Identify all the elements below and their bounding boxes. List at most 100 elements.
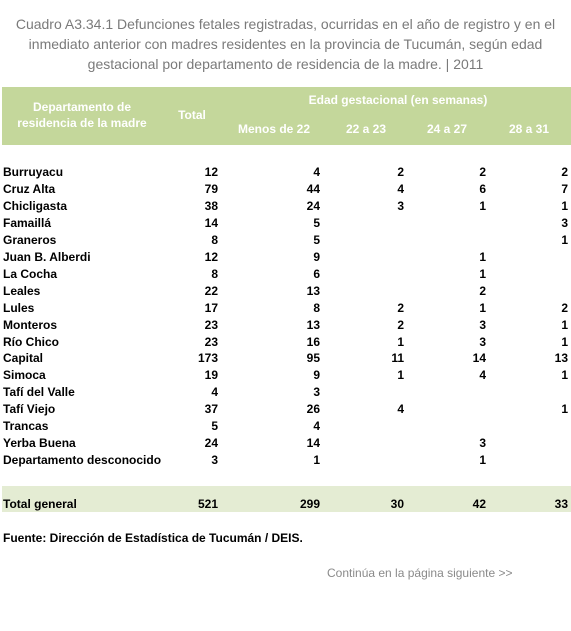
row-label: Chicligasta <box>3 198 68 213</box>
row-value: 24 <box>306 198 320 213</box>
row-value: 5 <box>313 215 320 230</box>
row-value: 16 <box>306 334 320 349</box>
row-value: 44 <box>306 181 320 196</box>
row-value: 1 <box>313 453 320 468</box>
row-label: Departamento desconocido <box>3 453 162 468</box>
row-value: 7 <box>561 181 568 196</box>
row-value: 1 <box>479 453 486 468</box>
row-value: 3 <box>313 385 320 400</box>
row-label: Famaillá <box>3 215 52 230</box>
row-value: 8 <box>211 266 218 281</box>
row-value: 13 <box>306 317 320 332</box>
column-header: 28 a 31 <box>508 122 550 136</box>
row-value: 22 <box>204 283 218 298</box>
row-value: 2 <box>561 300 568 315</box>
total-value: 33 <box>554 497 568 511</box>
row-value: 5 <box>211 419 218 434</box>
row-label: Burruyacu <box>3 165 64 179</box>
row-value: 2 <box>561 165 568 179</box>
row-value: 1 <box>561 334 568 349</box>
total-value: 521 <box>197 497 218 511</box>
row-value: 3 <box>211 453 218 468</box>
row-label: Simoca <box>3 368 46 383</box>
row-label: Juan B. Alberdi <box>3 249 91 264</box>
column-group-header: Edad gestacional (en semanas) <box>308 93 488 107</box>
row-value: 9 <box>313 368 320 383</box>
row-value: 9 <box>313 249 320 264</box>
row-value: 79 <box>204 181 218 196</box>
row-label: Cruz Alta <box>3 181 56 196</box>
total-value: 299 <box>299 497 320 511</box>
row-value: 1 <box>561 402 568 417</box>
row-value: 3 <box>561 215 568 230</box>
row-value: 2 <box>479 165 486 179</box>
row-label: Yerba Buena <box>3 436 76 451</box>
row-value: 1 <box>479 300 486 315</box>
row-value: 3 <box>479 436 486 451</box>
row-value: 1 <box>561 232 568 247</box>
total-row <box>2 486 571 512</box>
row-value: 8 <box>313 300 320 315</box>
row-value: 12 <box>204 165 218 179</box>
row-value: 13 <box>306 283 320 298</box>
row-value: 3 <box>397 198 404 213</box>
title: Cuadro A3.34.1 Defunciones fetales regis… <box>15 16 556 72</box>
row-value: 1 <box>479 249 486 264</box>
row-value: 23 <box>204 317 218 332</box>
row-value: 95 <box>306 351 320 366</box>
row-value: 3 <box>479 334 486 349</box>
row-value: 1 <box>561 198 568 213</box>
row-value: 23 <box>204 334 218 349</box>
column-header: 24 a 27 <box>426 122 468 136</box>
column-header: 22 a 23 <box>345 122 387 136</box>
row-label: Lules <box>3 300 35 315</box>
row-value: 14 <box>472 351 486 366</box>
row-value: 1 <box>561 368 568 383</box>
row-label: Tafí Viejo <box>3 402 56 417</box>
row-value: 12 <box>204 249 218 264</box>
row-label: La Cocha <box>3 266 58 281</box>
row-value: 17 <box>204 300 218 315</box>
row-value: 2 <box>397 317 404 332</box>
row-value: 1 <box>479 266 486 281</box>
row-value: 2 <box>397 300 404 315</box>
column-header: Departamento de residencia de la madre <box>17 100 147 130</box>
row-value: 8 <box>211 232 218 247</box>
row-label: Leales <box>3 283 41 298</box>
row-value: 1 <box>479 198 486 213</box>
column-header: Total <box>178 108 206 122</box>
row-label: Monteros <box>3 317 57 332</box>
row-value: 3 <box>479 317 486 332</box>
row-value: 14 <box>204 215 218 230</box>
row-value: 37 <box>204 402 218 417</box>
row-value: 4 <box>313 165 320 179</box>
row-value: 5 <box>313 232 320 247</box>
total-value: 30 <box>390 497 404 511</box>
row-value: 4 <box>313 419 320 434</box>
row-value: 13 <box>554 351 568 366</box>
row-value: 1 <box>397 334 404 349</box>
row-value: 38 <box>204 198 218 213</box>
total-value: 42 <box>472 497 486 511</box>
row-value: 4 <box>211 385 218 400</box>
row-label: Trancas <box>3 419 49 434</box>
row-label: Graneros <box>3 232 57 247</box>
row-label: Capital <box>3 351 44 366</box>
footer: Continúa en la página siguiente >> <box>327 566 513 580</box>
row-label: Tafí del Valle <box>3 385 75 400</box>
row-value: 24 <box>204 436 218 451</box>
row-value: 4 <box>479 368 486 383</box>
row-value: 4 <box>397 402 404 417</box>
column-header: Menos de 22 <box>237 122 311 136</box>
source: Fuente: Dirección de Estadística de Tucu… <box>3 531 303 545</box>
row-value: 1 <box>397 368 404 383</box>
row-value: 6 <box>313 266 320 281</box>
row-value: 14 <box>306 436 320 451</box>
row-value: 6 <box>479 181 486 196</box>
row-value: 19 <box>204 368 218 383</box>
row-value: 2 <box>479 283 486 298</box>
row-value: 1 <box>561 317 568 332</box>
row-value: 173 <box>197 351 218 366</box>
row-value: 11 <box>391 351 404 366</box>
